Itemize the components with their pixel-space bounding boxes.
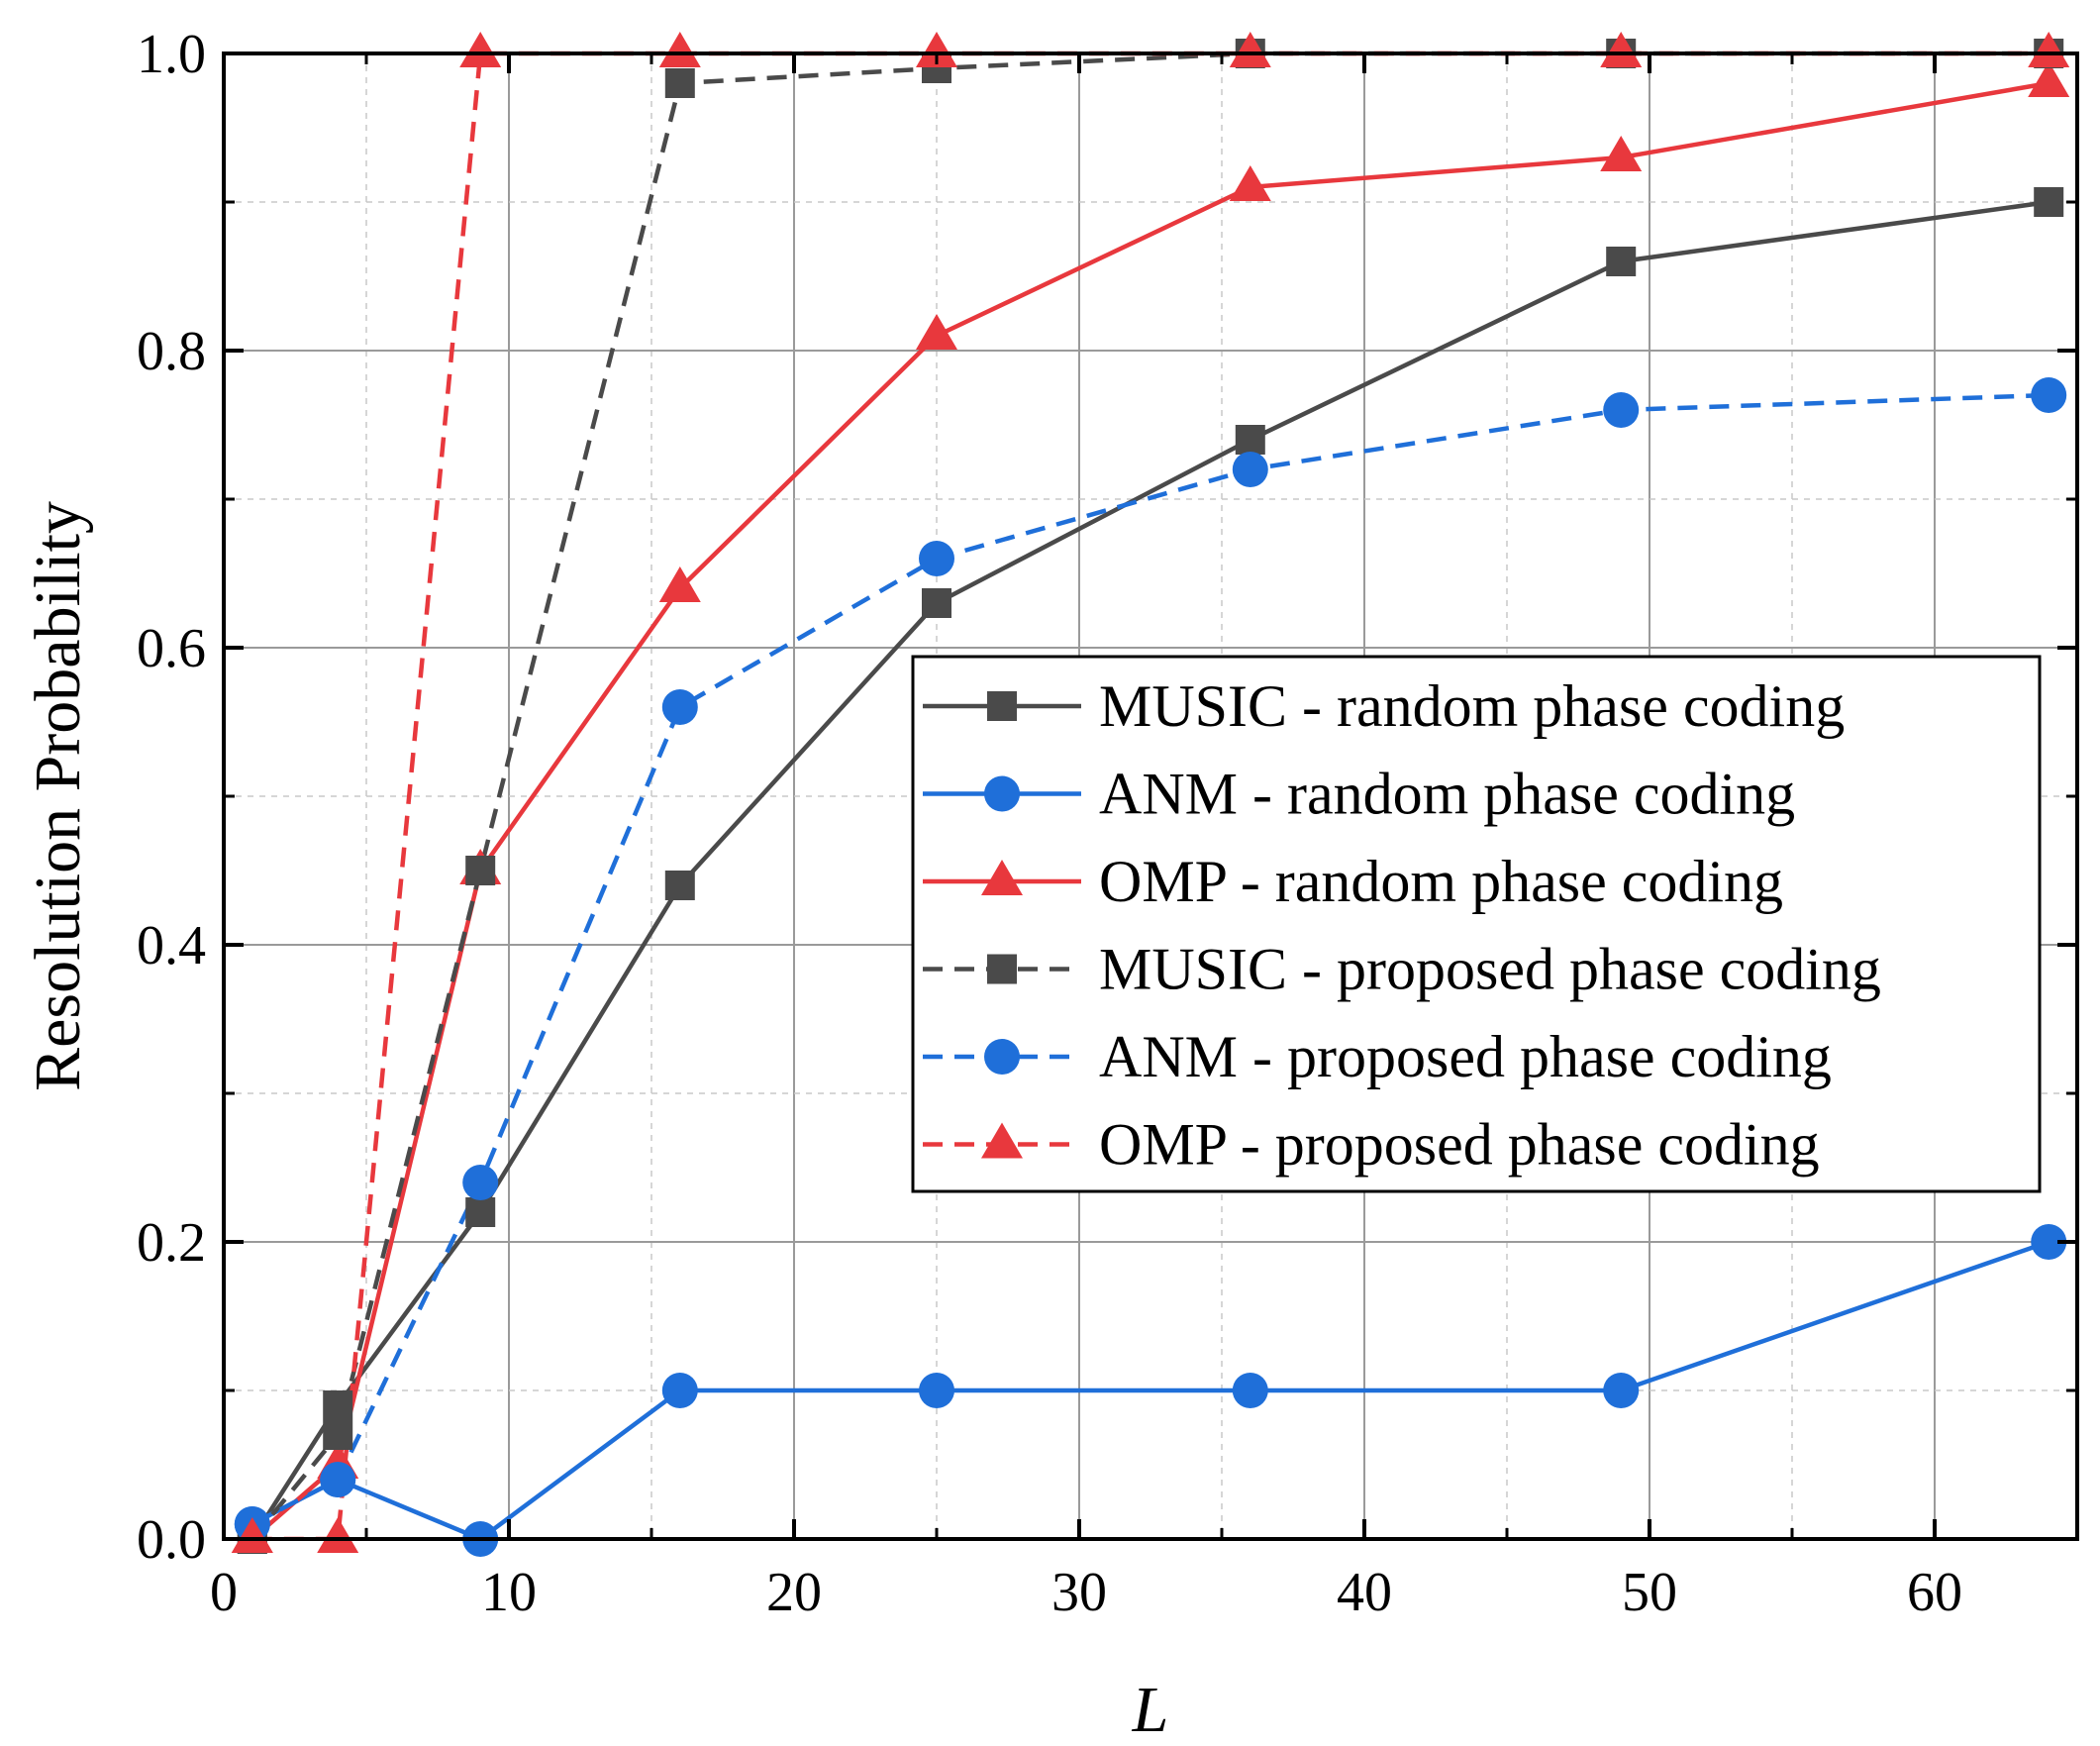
y-tick-label: 0.2 [137, 1212, 206, 1274]
series-6-point [916, 32, 957, 67]
series-2-point [1232, 1373, 1268, 1408]
series-3-point [916, 314, 957, 350]
series-1-point [1235, 425, 1265, 455]
series-2-point [919, 1373, 954, 1408]
x-tick-label: 60 [1907, 1562, 1962, 1623]
x-axis-title: L [1132, 1674, 1169, 1746]
legend-label-6: OMP - proposed phase coding [1099, 1112, 1820, 1178]
x-tick-label: 20 [766, 1562, 822, 1623]
series-3-point [2028, 61, 2070, 97]
legend-label-3: OMP - random phase coding [1099, 849, 1783, 914]
series-3-point [1600, 136, 1643, 171]
series-line-2 [250, 1239, 2050, 1539]
legend-label-5: ANM - proposed phase coding [1099, 1024, 1832, 1089]
series-4-point [664, 68, 695, 98]
series-3-point [658, 566, 701, 602]
x-tick-label: 40 [1337, 1562, 1392, 1623]
legend-label-1: MUSIC - random phase coding [1099, 673, 1845, 739]
x-tick-label: 10 [481, 1562, 537, 1623]
y-tick-label: 1.0 [137, 24, 206, 85]
legend-label-2: ANM - random phase coding [1099, 762, 1795, 827]
x-tick-label: 50 [1622, 1562, 1677, 1623]
legend-marker-6 [981, 1122, 1023, 1159]
series-4-point [465, 856, 496, 885]
series-line-5 [250, 392, 2050, 1526]
series-6-point [1600, 32, 1643, 67]
series-6-point [317, 1517, 359, 1553]
series-1-point [323, 1390, 353, 1420]
legend-marker-2 [984, 775, 1020, 812]
series-2-point [1603, 1373, 1640, 1408]
series-5-point [320, 1462, 356, 1497]
series-5-point [462, 1165, 499, 1200]
series-line-3 [250, 80, 2050, 1539]
series-6-point [2028, 32, 2070, 67]
legend-marker-4 [987, 954, 1017, 984]
legend-marker-3 [981, 860, 1023, 895]
series-5-point [1603, 392, 1640, 428]
series-1-point [664, 871, 695, 900]
series-1-point [2034, 187, 2064, 217]
legend-marker-1 [987, 691, 1017, 721]
marker-layer [231, 32, 2070, 1557]
series-3-point [1229, 165, 1271, 201]
x-tick-label: 30 [1051, 1562, 1107, 1623]
y-tick-label: 0.0 [137, 1509, 206, 1571]
series-5-point [2031, 377, 2067, 413]
legend-label-4: MUSIC - proposed phase coding [1099, 937, 1881, 1002]
series-2-point [661, 1373, 698, 1408]
series-6-point [658, 32, 701, 67]
series-4-point [323, 1420, 353, 1450]
series-2-point [2031, 1224, 2067, 1260]
legend-box [911, 655, 2042, 1193]
y-tick-label: 0.4 [137, 915, 206, 976]
series-6-point [459, 32, 502, 67]
series-6-point [1229, 32, 1271, 67]
x-tick-label: 0 [210, 1562, 238, 1623]
y-tick-label: 0.6 [137, 618, 206, 679]
y-axis-title: Resolution Probability [22, 501, 94, 1091]
legend-marker-5 [984, 1039, 1020, 1075]
series-1-point [922, 588, 951, 618]
series-1-point [1606, 247, 1637, 276]
tick-layer: 0 10 20 30 40 50 60 0.0 0.2 0.4 0.6 0.8 1.0 [137, 24, 2077, 1623]
y-tick-label: 0.8 [137, 321, 206, 382]
series-5-point [661, 689, 698, 725]
series-6-point [231, 1517, 273, 1553]
series-5-point [919, 541, 954, 576]
series-1-point [465, 1197, 496, 1227]
legend: MUSIC - random phase coding ANM - random … [911, 655, 2042, 1193]
series-5-point [1232, 452, 1268, 487]
